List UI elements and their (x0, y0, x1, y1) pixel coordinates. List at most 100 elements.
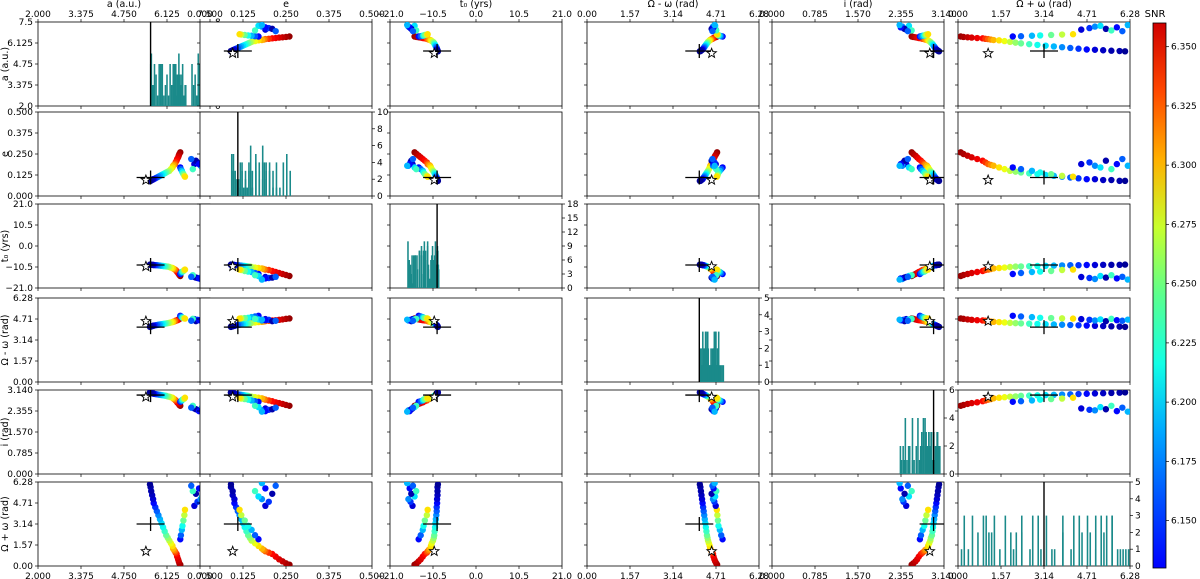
best-fit-star (923, 260, 936, 272)
histogram-bar (963, 515, 966, 566)
histogram-bar (1062, 515, 1064, 566)
sample-point (1058, 31, 1066, 38)
top-tick-label: 0.250 (273, 10, 299, 20)
panel-marks (958, 258, 1130, 283)
x-tick-label: 0.000 (187, 572, 213, 579)
x-tick-label: 3.140 (931, 572, 957, 579)
sample-point (272, 273, 279, 280)
panel-om_minus-vs-a: 0.00 1.57 3.14 4.71 6.28 Ω - ω (rad) (0, 294, 211, 388)
panel-marks (896, 312, 944, 335)
sample-point (258, 316, 266, 323)
histogram-bar (234, 179, 236, 196)
colorbar-tick-label: 6.275 (1171, 220, 1197, 230)
panel-marks (958, 22, 1130, 59)
histogram-bar (265, 162, 267, 196)
best-fit-star (923, 545, 936, 557)
sample-point (424, 31, 431, 38)
sample-point (715, 522, 722, 530)
sample-point (1121, 261, 1129, 268)
histogram-bar (911, 418, 914, 474)
count-tick-label: 1 (1135, 545, 1141, 555)
sample-point (1097, 403, 1104, 411)
sample-point (1001, 37, 1008, 45)
histogram-bar (232, 170, 235, 196)
histogram-bar (251, 187, 254, 196)
panel-marks (404, 482, 452, 566)
sample-point (1091, 261, 1099, 269)
count-tick-label: 8 (377, 125, 383, 135)
histogram-bar (272, 170, 274, 196)
sample-point (1075, 262, 1082, 269)
sample-point (904, 27, 912, 35)
sample-point (404, 316, 411, 323)
best-fit-star (226, 260, 239, 272)
sample-point (251, 27, 259, 34)
count-tick-label: 6 (377, 142, 383, 152)
panel-marks (698, 298, 725, 382)
count-tick-label: 0 (567, 284, 573, 294)
top-axis-title: a (a.u.) (107, 0, 141, 10)
histogram-bar (174, 64, 176, 106)
sample-point (404, 22, 411, 29)
sample-point (1006, 38, 1014, 46)
panel-frame (586, 389, 760, 475)
count-tick-label: 10 (377, 108, 389, 118)
histogram-bar (430, 255, 433, 288)
best-fit-star (982, 314, 995, 327)
sample-point (711, 22, 718, 29)
y-tick-label: −10.5 (5, 263, 33, 273)
sample-point (265, 498, 272, 505)
histogram-bar (230, 154, 233, 196)
x-tick-label: 3.375 (68, 572, 94, 579)
panel-frame (771, 297, 945, 383)
sample-point (1058, 315, 1066, 322)
histogram-bar (904, 418, 907, 474)
y-tick-label: 4.71 (13, 315, 33, 325)
histogram-bar (722, 365, 725, 382)
histogram-bar (924, 418, 926, 474)
sample-point (1075, 175, 1082, 182)
panel-marks (896, 22, 944, 59)
sample-point (404, 162, 411, 169)
histogram-bar (289, 170, 292, 196)
sample-point (709, 27, 716, 35)
histogram-bar (176, 74, 179, 106)
panel-marks (404, 390, 452, 415)
panel-t0-vs-om_plus (955, 203, 1131, 291)
sample-point (924, 31, 932, 38)
sample-point (995, 264, 1003, 272)
colorbar-tick-label: 6.175 (1171, 457, 1197, 467)
sample-point (404, 408, 411, 415)
sample-point (1036, 314, 1044, 321)
best-fit-star (428, 47, 441, 59)
panel-marks (685, 390, 726, 415)
panel-e-vs-a: 0.000 0.125 0.250 0.375 0.500 e (0, 108, 211, 202)
sample-point (973, 34, 981, 42)
sample-point (1099, 176, 1107, 184)
histogram-bar (708, 365, 711, 382)
top-tick-label: 6.28 (1120, 10, 1140, 20)
sample-point (1017, 269, 1025, 277)
histogram-bar (279, 187, 281, 196)
histogram-bar (428, 278, 431, 288)
sample-point (409, 27, 417, 35)
y-tick-label: 3.14 (13, 336, 33, 346)
sample-point (236, 31, 243, 38)
panel-marks (958, 390, 1130, 415)
count-tick-label: 4 (1135, 495, 1141, 505)
histogram-bar (1031, 515, 1034, 566)
sample-point (1006, 263, 1014, 271)
best-fit-star (139, 314, 152, 327)
sample-point (1036, 396, 1044, 403)
sample-point (1102, 406, 1110, 413)
histogram-bar (993, 515, 996, 566)
panel-e-vs-om_plus (955, 111, 1131, 199)
sample-point (990, 265, 997, 272)
panel-frame (771, 481, 945, 567)
sample-point (1009, 270, 1016, 278)
x-tick-label: 4.750 (111, 572, 137, 579)
panel-marks (896, 149, 944, 186)
y-tick-label: 0.000 (7, 192, 33, 202)
sample-point (1113, 24, 1121, 31)
sample-point (424, 315, 431, 322)
